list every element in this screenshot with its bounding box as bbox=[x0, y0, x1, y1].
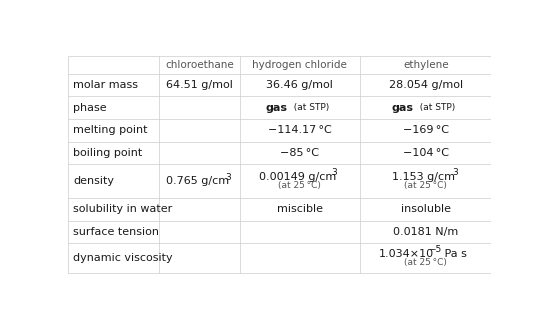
Text: −104 °C: −104 °C bbox=[403, 148, 449, 158]
Text: miscible: miscible bbox=[277, 204, 323, 215]
Text: 0.0181 N/m: 0.0181 N/m bbox=[393, 227, 459, 237]
Text: Pa s: Pa s bbox=[441, 249, 466, 259]
Bar bbox=[68, 56, 491, 274]
Text: boiling point: boiling point bbox=[73, 148, 143, 158]
Text: (at 25 °C): (at 25 °C) bbox=[405, 181, 447, 190]
Text: chloroethane: chloroethane bbox=[165, 60, 234, 70]
Text: phase: phase bbox=[73, 103, 107, 113]
Text: 1.034×10: 1.034×10 bbox=[379, 249, 434, 259]
Text: ethylene: ethylene bbox=[403, 60, 449, 70]
Text: 0.765 g/cm: 0.765 g/cm bbox=[165, 176, 229, 186]
Text: hydrogen chloride: hydrogen chloride bbox=[252, 60, 347, 70]
Text: surface tension: surface tension bbox=[73, 227, 159, 237]
Text: 36.46 g/mol: 36.46 g/mol bbox=[266, 80, 334, 90]
Text: 0.00149 g/cm: 0.00149 g/cm bbox=[259, 172, 336, 182]
Text: 3: 3 bbox=[225, 173, 231, 182]
Text: gas: gas bbox=[391, 103, 413, 113]
Text: −114.17 °C: −114.17 °C bbox=[268, 126, 332, 135]
Text: 28.054 g/mol: 28.054 g/mol bbox=[389, 80, 463, 90]
Text: (at 25 °C): (at 25 °C) bbox=[405, 259, 447, 267]
Text: (at STP): (at STP) bbox=[288, 103, 329, 112]
Text: −85 °C: −85 °C bbox=[281, 148, 319, 158]
Text: insoluble: insoluble bbox=[401, 204, 451, 215]
Text: molar mass: molar mass bbox=[73, 80, 138, 90]
Text: melting point: melting point bbox=[73, 126, 148, 135]
Text: −5: −5 bbox=[428, 245, 441, 254]
Text: −169 °C: −169 °C bbox=[403, 126, 449, 135]
Text: gas: gas bbox=[265, 103, 287, 113]
Text: 1.153 g/cm: 1.153 g/cm bbox=[392, 172, 455, 182]
Text: solubility in water: solubility in water bbox=[73, 204, 173, 215]
Text: dynamic viscosity: dynamic viscosity bbox=[73, 253, 173, 263]
Text: 64.51 g/mol: 64.51 g/mol bbox=[166, 80, 233, 90]
Text: density: density bbox=[73, 176, 114, 186]
Text: (at STP): (at STP) bbox=[414, 103, 455, 112]
Text: (at 25 °C): (at 25 °C) bbox=[278, 181, 322, 190]
Text: 3: 3 bbox=[332, 168, 337, 177]
Text: 3: 3 bbox=[452, 168, 458, 177]
